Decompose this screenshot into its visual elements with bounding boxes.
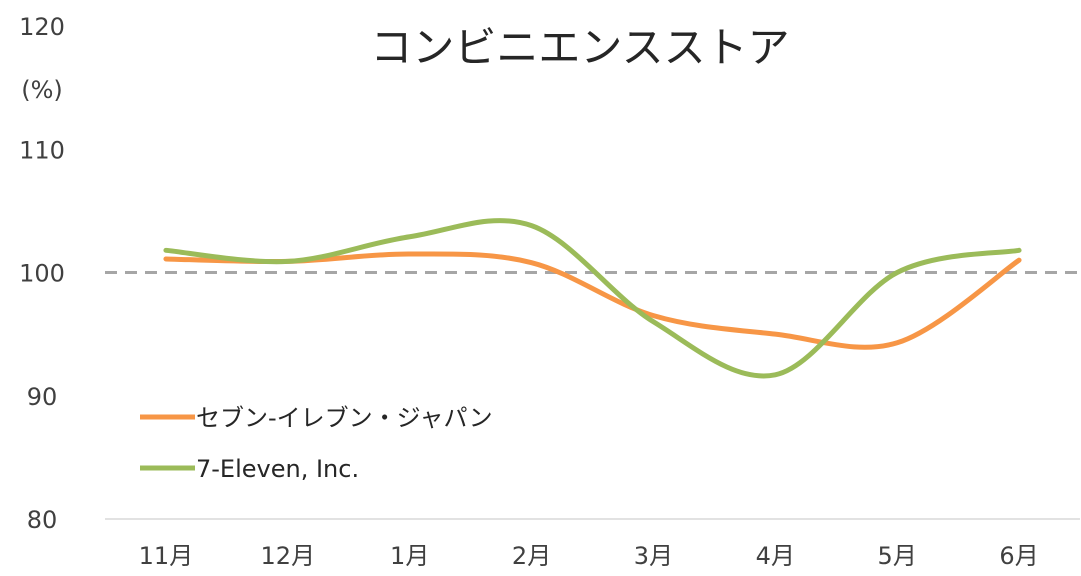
x-tick-label: 6月 [999,542,1038,570]
y-tick-label: 120 [19,13,65,41]
series-lines [163,218,1022,379]
legend-label-1: 7-Eleven, Inc. [196,455,359,483]
x-axis: 11月 12月 1月 2月 3月 4月 5月 6月 [105,518,1080,570]
series-line-1 [163,218,1022,379]
y-tick-label: 90 [27,383,58,411]
x-tick-label: 2月 [512,542,551,570]
x-tick-label: 4月 [756,542,795,570]
y-axis-unit-label: (%) [21,76,63,104]
x-tick-label: 3月 [634,542,673,570]
x-tick-label: 5月 [878,542,917,570]
y-tick-label: 100 [19,260,65,288]
x-tick-label: 12月 [261,542,316,570]
x-tick-label: 11月 [139,542,194,570]
x-tick-label: 1月 [390,542,429,570]
legend: セブン-イレブン・ジャパン 7-Eleven, Inc. [140,404,493,483]
legend-label-0: セブン-イレブン・ジャパン [196,404,493,432]
chart-title: コンビニエンスストア [370,23,789,72]
y-tick-label: 80 [27,506,58,534]
y-axis: 80 90 100 110 120 [19,13,1080,534]
y-tick-label: 110 [19,136,65,164]
